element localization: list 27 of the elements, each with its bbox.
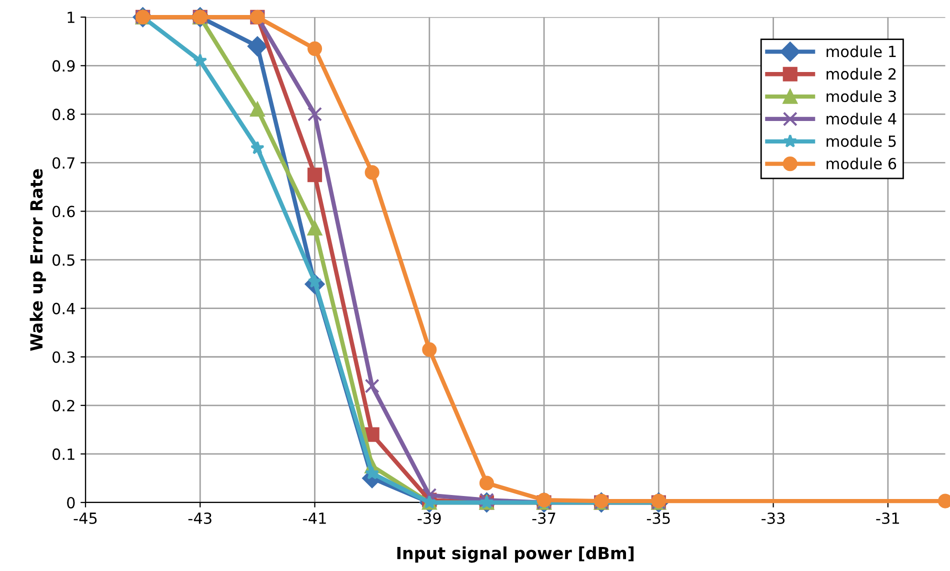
y-tick-label: 1 [68, 12, 74, 23]
x-tick-label: -39 [418, 512, 441, 524]
y-axis-title: Wake up Error Rate [30, 169, 46, 351]
y-tick-label: 0.3 [52, 351, 75, 363]
y-tick-label: 0.2 [52, 400, 74, 412]
x-tick-label: -41 [303, 512, 326, 524]
legend-label: module 4 [826, 112, 896, 125]
y-tick-label: 0.6 [52, 206, 75, 218]
legend-label: module 3 [826, 90, 896, 102]
y-tick-label: 0 [67, 496, 75, 508]
x-tick-label: -35 [646, 512, 670, 524]
x-axis-title: Input signal power [dBm] [397, 546, 634, 563]
x-tick-label: -43 [188, 512, 212, 524]
y-tick-label: 0.4 [52, 302, 75, 314]
legend-label: module 1 [826, 45, 896, 58]
y-tick-label: 0.9 [52, 60, 75, 72]
x-tick-label: -45 [74, 512, 97, 524]
y-tick-label: 0.1 [52, 448, 74, 460]
x-tick-label: -37 [532, 512, 556, 524]
x-tick-label: -33 [762, 512, 785, 524]
y-tick-label: 0.7 [52, 157, 74, 169]
x-tick-label: -31 [876, 512, 899, 524]
legend-label: module 6 [826, 158, 896, 170]
y-tick-label: 0.8 [52, 108, 75, 120]
y-tick-label: 0.5 [52, 254, 74, 266]
legend-label: module 2 [826, 68, 896, 80]
legend-label: module 5 [826, 135, 896, 147]
